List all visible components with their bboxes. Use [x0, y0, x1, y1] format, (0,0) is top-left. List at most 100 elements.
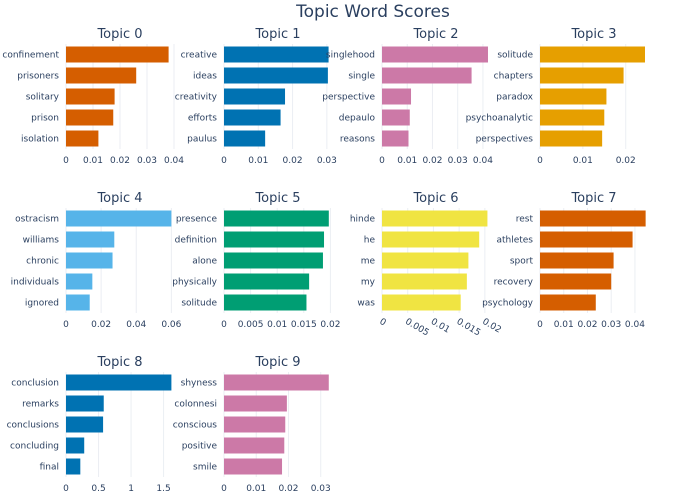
category-label: singlehood [326, 51, 375, 61]
x-tick-label: 0.06 [161, 320, 181, 330]
panel-title: Topic 9 [254, 355, 300, 370]
bar-single [382, 67, 472, 84]
category-label: conclusions [7, 421, 60, 431]
category-label: paulus [187, 135, 217, 145]
bar-final [66, 458, 81, 475]
bar-isolation [66, 130, 99, 147]
x-tick-label: 0.01 [429, 317, 451, 336]
category-label: physically [172, 278, 217, 288]
bar-conscious [224, 416, 286, 433]
panel-title: Topic 8 [96, 355, 142, 370]
x-tick-label: 0.03 [601, 320, 621, 330]
bar-williams [66, 231, 115, 248]
category-label: perspectives [476, 135, 534, 145]
bar-creativity [224, 88, 286, 105]
x-tick-label: 0 [221, 320, 227, 330]
bar-paradox [540, 88, 607, 105]
x-tick-label: 0.005 [403, 317, 430, 339]
category-label: my [361, 278, 376, 288]
category-label: solitary [26, 93, 60, 103]
figure-title: Topic Word Scores [295, 2, 450, 22]
bar-paulus [224, 130, 266, 147]
panel-title: Topic 0 [96, 27, 142, 42]
category-label: presence [176, 215, 218, 225]
x-tick-label: 0 [63, 484, 69, 492]
x-tick-label: 0 [537, 320, 543, 330]
panel-topic-8: Topic 8 conclusion remarks conclusions concl… [7, 355, 172, 492]
category-label: alone [192, 257, 217, 267]
bar-concluding [66, 437, 85, 454]
category-label: prisoners [17, 72, 59, 82]
category-label: colonnesi [174, 400, 217, 410]
x-tick-label: 0.02 [320, 320, 340, 330]
x-tick-label: 0 [63, 320, 69, 330]
panel-topic-9: Topic 9 shyness colonnesi conscious positive… [173, 355, 331, 492]
bar-hinde [382, 210, 488, 227]
category-label: individuals [11, 278, 60, 288]
x-tick-label: 0 [378, 317, 388, 329]
category-label: psychoanalytic [466, 114, 533, 124]
bar-reasons [382, 130, 409, 147]
category-label: prison [31, 114, 59, 124]
x-tick-label: 0.02 [577, 320, 597, 330]
x-tick-label: 0.01 [573, 156, 593, 166]
category-label: creative [181, 51, 218, 61]
bar-singlehood [382, 46, 488, 63]
category-label: rest [516, 215, 534, 225]
x-tick-label: 0.02 [278, 484, 298, 492]
x-tick-label: 0.02 [110, 156, 130, 166]
category-label: solitude [181, 299, 217, 309]
category-label: he [364, 236, 376, 246]
bar-confinement [66, 46, 169, 63]
x-tick-label: 0.03 [311, 484, 331, 492]
x-tick-label: 0.04 [164, 156, 184, 166]
x-tick-label: 0.02 [422, 156, 442, 166]
bar-perspectives [540, 130, 603, 147]
panel-title: Topic 3 [570, 27, 616, 42]
x-tick-label: 0.01 [397, 156, 417, 166]
panel-topic-5: Topic 5 presence definition alone physically… [172, 191, 340, 330]
bar-shyness [224, 374, 329, 391]
panel-title: Topic 1 [254, 27, 300, 42]
x-tick-label: 0.04 [625, 320, 645, 330]
bar-prison [66, 109, 114, 126]
bar-me [382, 252, 469, 269]
bar-ostracism [66, 210, 172, 227]
x-tick-label: 0.01 [248, 156, 268, 166]
bar-was [382, 294, 461, 311]
panel-title: Topic 4 [96, 191, 142, 206]
bar-my [382, 273, 467, 290]
bar-psychology [540, 294, 596, 311]
x-tick-label: 0.02 [91, 320, 111, 330]
x-tick-label: 0.015 [455, 317, 482, 339]
bar-sport [540, 252, 614, 269]
x-tick-label: 0.04 [473, 156, 493, 166]
panel-topic-3: Topic 3 solitude chapters paradox psychoanal… [466, 27, 645, 166]
x-tick-label: 0 [221, 156, 227, 166]
panel-title: Topic 7 [570, 191, 616, 206]
bar-psychoanalytic [540, 109, 605, 126]
bar-conclusion [66, 374, 172, 391]
bar-prisoners [66, 67, 137, 84]
x-tick-label: 0 [379, 156, 385, 166]
category-label: paradox [496, 93, 533, 103]
category-label: me [361, 257, 376, 267]
panel-topic-2: Topic 2 singlehood single perspective depaul… [322, 27, 493, 166]
panel-topic-0: Topic 0 confinement prisoners solitary priso… [2, 27, 184, 166]
bar-athletes [540, 231, 633, 248]
panel-title: Topic 5 [254, 191, 300, 206]
bar-solitude [224, 294, 307, 311]
category-label: ignored [25, 299, 59, 309]
panel-topic-1: Topic 1 creative ideas creativity efforts pau… [175, 27, 337, 166]
bar-depaulo [382, 109, 410, 126]
x-tick-label: 0.01 [246, 484, 266, 492]
x-tick-label: 0.01 [83, 156, 103, 166]
bar-colonnesi [224, 395, 287, 412]
category-label: recovery [494, 278, 534, 288]
category-label: concluding [10, 442, 59, 452]
category-label: smile [193, 463, 217, 473]
category-label: perspective [322, 93, 375, 103]
category-label: was [357, 299, 375, 309]
